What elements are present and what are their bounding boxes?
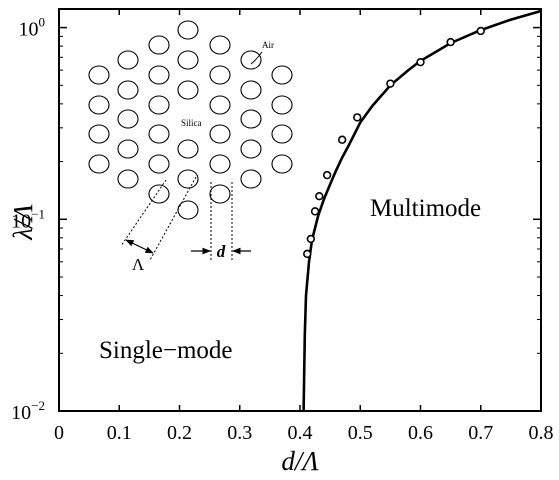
air-hole: [209, 65, 231, 85]
x-axis-label: d/Λ: [281, 446, 319, 475]
data-point: [386, 79, 395, 88]
pitch-label: Λ: [132, 255, 145, 274]
air-hole: [209, 95, 231, 115]
air-hole-lattice: [88, 20, 293, 220]
air-hole: [209, 35, 231, 55]
data-point: [476, 26, 485, 36]
data-point: [306, 234, 316, 244]
air-hole: [209, 154, 231, 174]
air-hole: [177, 80, 199, 100]
air-hole: [271, 154, 293, 174]
air-hole: [117, 109, 139, 129]
air-hole: [148, 154, 170, 174]
data-point: [353, 113, 362, 122]
air-label: Air: [262, 40, 274, 50]
air-hole: [88, 65, 110, 85]
air-hole: [177, 50, 199, 70]
air-hole: [117, 139, 139, 159]
data-point: [303, 249, 312, 259]
air-hole: [177, 169, 199, 189]
air-hole: [117, 50, 139, 70]
multimode-region-label: Multimode: [370, 195, 481, 222]
data-point: [310, 207, 320, 216]
pitch-arrow: [125, 239, 154, 254]
y-tick-label: 10−1: [11, 206, 45, 232]
x-tick-label: 0.8: [529, 422, 554, 444]
data-point: [446, 37, 455, 47]
air-hole: [271, 65, 293, 85]
y-axis-ticks: 10−2 10−1 100: [11, 15, 541, 424]
fiber-cross-section-inset: Air Silica Λ d: [88, 20, 293, 274]
x-axis-ticks: 0 0.1 0.2 0.3 0.4 0.5 0.6 0.7 0.8: [54, 9, 554, 444]
y-tick-label: 10−2: [11, 398, 45, 424]
air-hole: [88, 124, 110, 144]
silica-label: Silica: [181, 118, 202, 128]
x-tick-label: 0.4: [288, 422, 313, 444]
data-series: [302, 9, 542, 412]
data-point: [315, 191, 324, 201]
air-hole: [177, 200, 199, 220]
air-hole: [117, 169, 139, 189]
air-hole: [117, 80, 139, 100]
air-hole: [148, 65, 170, 85]
x-tick-label: 0.3: [227, 422, 252, 444]
air-pointer: [250, 51, 263, 65]
air-hole: [271, 95, 293, 115]
air-hole: [209, 124, 231, 144]
data-point: [416, 57, 425, 67]
air-hole: [148, 124, 170, 144]
data-point: [337, 135, 347, 144]
air-hole: [209, 184, 231, 204]
air-hole: [177, 139, 199, 159]
y-axis-label: λ/Λ: [8, 204, 38, 241]
x-tick-label: 0: [54, 422, 64, 444]
air-hole: [148, 35, 170, 55]
x-tick-label: 0.1: [107, 422, 132, 444]
single-mode-region-label: Single−mode: [99, 337, 233, 364]
air-hole: [271, 124, 293, 144]
pitch-guide-line-1: [120, 179, 167, 247]
air-hole: [88, 95, 110, 115]
air-hole: [240, 50, 262, 70]
air-hole: [148, 184, 170, 204]
air-hole: [240, 139, 262, 159]
x-tick-label: 0.7: [468, 422, 493, 444]
diameter-label: d: [217, 242, 226, 261]
data-point: [322, 170, 332, 180]
cutoff-curve: [302, 9, 542, 412]
air-hole: [240, 169, 262, 189]
air-hole: [240, 109, 262, 129]
x-tick-label: 0.6: [408, 422, 433, 444]
air-hole: [148, 95, 170, 115]
air-hole: [88, 154, 110, 174]
y-tick-label: 100: [19, 15, 46, 41]
air-hole: [177, 20, 199, 40]
x-tick-label: 0.2: [167, 422, 192, 444]
air-hole: [240, 80, 262, 100]
x-tick-label: 0.5: [348, 422, 373, 444]
